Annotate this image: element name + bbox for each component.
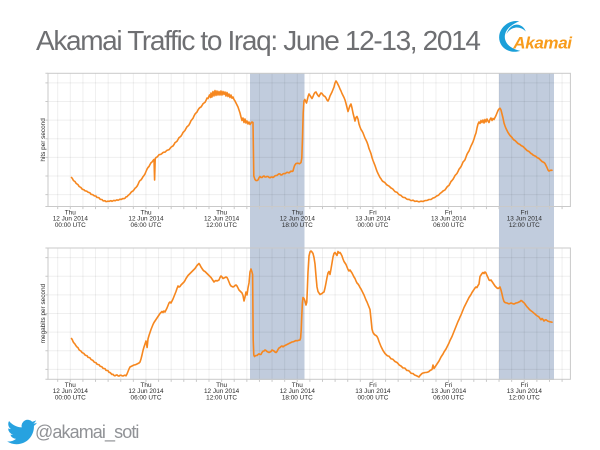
- svg-text:hits per second: hits per second: [40, 118, 47, 162]
- svg-text:Akamai: Akamai: [512, 34, 573, 53]
- svg-text:megabits per second: megabits per second: [40, 283, 47, 343]
